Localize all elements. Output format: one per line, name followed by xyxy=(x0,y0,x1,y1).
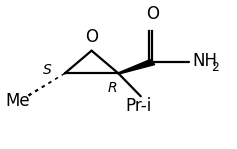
Polygon shape xyxy=(118,60,155,74)
Text: S: S xyxy=(43,63,51,77)
Text: O: O xyxy=(146,5,159,23)
Text: NH: NH xyxy=(192,52,217,70)
Text: Pr-i: Pr-i xyxy=(125,97,151,115)
Text: R: R xyxy=(108,82,118,96)
Text: 2: 2 xyxy=(211,60,219,74)
Text: Me: Me xyxy=(5,92,30,110)
Text: O: O xyxy=(85,28,98,46)
